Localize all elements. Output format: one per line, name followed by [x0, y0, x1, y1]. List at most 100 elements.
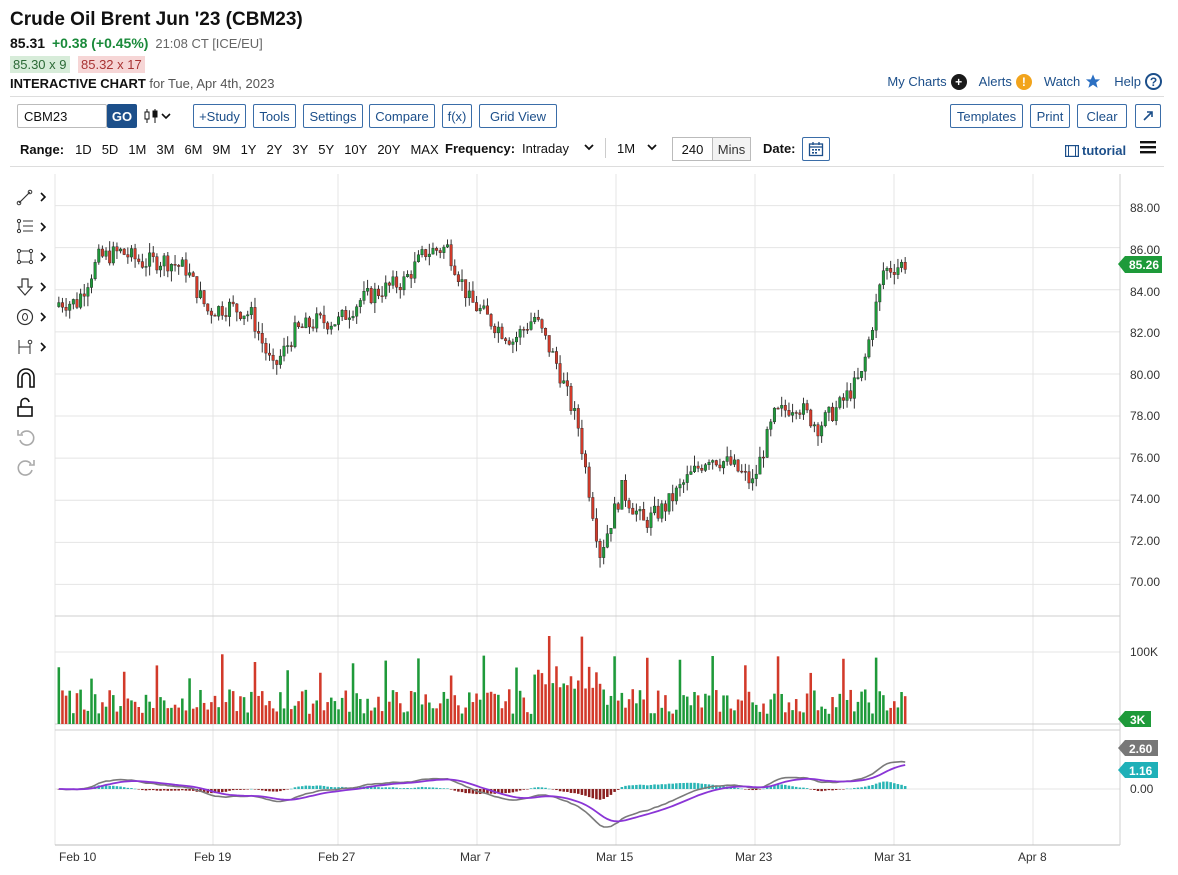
candle [180, 259, 184, 267]
histogram-bar [126, 787, 130, 789]
histogram-bar [507, 789, 511, 793]
candle [736, 459, 740, 472]
range-1d[interactable]: 1D [75, 141, 92, 157]
candle [213, 315, 217, 317]
help-label: Help [1114, 74, 1141, 89]
candle [293, 322, 297, 347]
undo-button[interactable] [16, 427, 52, 449]
volume-bar [206, 709, 210, 724]
y-tick: 74.00 [1130, 492, 1160, 506]
histogram-bar [224, 789, 228, 792]
candle [518, 329, 522, 338]
candle [551, 351, 555, 353]
volume-bar [660, 707, 664, 724]
histogram-bar [718, 786, 722, 789]
chevron-down-icon[interactable] [646, 139, 658, 155]
fibonacci-tool[interactable] [16, 216, 52, 238]
watch-link[interactable]: Watch [1044, 73, 1102, 90]
candle [769, 421, 773, 430]
range-max[interactable]: MAX [410, 141, 439, 157]
range-10y[interactable]: 10Y [344, 141, 368, 157]
clear-button[interactable]: Clear [1077, 104, 1127, 128]
range-3m[interactable]: 3M [156, 141, 175, 157]
range-1y[interactable]: 1Y [240, 141, 257, 157]
shape-tool[interactable] [16, 246, 52, 268]
volume-bar [704, 693, 707, 724]
settings-button[interactable]: Settings [303, 104, 363, 128]
tutorial-link[interactable]: tutorial [1065, 143, 1126, 158]
range-9m[interactable]: 9M [212, 141, 231, 157]
volume-bar [112, 695, 115, 724]
candle [318, 313, 322, 316]
volume-bar [228, 689, 231, 724]
volume-bar [794, 699, 798, 724]
function-button[interactable]: f(x) [442, 104, 472, 128]
trendline-tool[interactable] [16, 186, 52, 208]
templates-button[interactable]: Templates [950, 104, 1023, 128]
watch-label: Watch [1043, 74, 1081, 89]
hamburger-menu-icon[interactable] [1140, 140, 1156, 154]
date-picker-button[interactable] [802, 137, 830, 161]
volume-bar [417, 658, 420, 724]
histogram-bar [664, 784, 667, 789]
interval-select[interactable]: 1M [617, 141, 636, 156]
magnet-toggle[interactable] [16, 367, 52, 389]
histogram-bar [333, 787, 337, 789]
study-button[interactable]: +Study [193, 104, 246, 128]
histogram-bar [773, 785, 776, 789]
histogram-bar [627, 785, 631, 789]
histogram-bar [235, 789, 239, 790]
lock-toggle[interactable] [16, 397, 52, 419]
candle [489, 314, 493, 327]
histogram-bar [631, 785, 635, 789]
toolbar: CBM23 GO +Study Tools Settings Compare f… [17, 104, 1167, 128]
range-2y[interactable]: 2Y [266, 141, 283, 157]
minutes-input[interactable]: 240 [673, 138, 713, 160]
histogram-bar [805, 788, 809, 789]
candle [166, 255, 170, 272]
redo-button[interactable] [16, 457, 52, 479]
expand-button[interactable] [1135, 104, 1161, 128]
chevron-down-icon[interactable] [583, 139, 595, 155]
candle [373, 288, 377, 304]
compare-button[interactable]: Compare [369, 104, 435, 128]
frequency-select[interactable]: Intraday [522, 141, 569, 156]
range-20y[interactable]: 20Y [377, 141, 401, 157]
candle [329, 325, 333, 330]
measure-tool[interactable] [16, 336, 52, 358]
candle [249, 307, 253, 315]
signal-tag-bg [1118, 762, 1158, 778]
my-charts-link[interactable]: My Charts + [887, 73, 967, 90]
chart-type-select[interactable] [143, 104, 177, 128]
minutes-field[interactable]: 240 Mins [672, 137, 751, 161]
go-button[interactable]: GO [107, 104, 137, 128]
arrow-tool[interactable] [16, 276, 52, 298]
range-3y[interactable]: 3Y [292, 141, 309, 157]
volume-bar [286, 670, 289, 724]
candle [896, 267, 900, 275]
alerts-link[interactable]: Alerts ! [979, 73, 1032, 90]
candle [780, 405, 784, 409]
volume-bar [500, 708, 504, 724]
help-link[interactable]: Help ? [1114, 73, 1162, 90]
range-5d[interactable]: 5D [101, 141, 119, 157]
print-button[interactable]: Print [1030, 104, 1070, 128]
histogram-bar [297, 786, 300, 789]
grid-view-button[interactable]: Grid View [479, 104, 557, 128]
range-6m[interactable]: 6M [184, 141, 203, 157]
candle [511, 341, 515, 345]
volume-bar [79, 689, 82, 724]
range-1m[interactable]: 1M [128, 141, 147, 157]
tools-button[interactable]: Tools [253, 104, 296, 128]
symbol-input[interactable]: CBM23 [17, 104, 107, 128]
range-5y[interactable]: 5Y [318, 141, 335, 157]
candle [217, 306, 221, 317]
candle [358, 300, 362, 307]
candle [900, 261, 904, 268]
candle [140, 261, 144, 268]
histogram-bar [500, 789, 504, 794]
undo-icon [17, 430, 35, 446]
annotation-tool[interactable] [16, 306, 52, 328]
histogram-bar [253, 789, 257, 790]
